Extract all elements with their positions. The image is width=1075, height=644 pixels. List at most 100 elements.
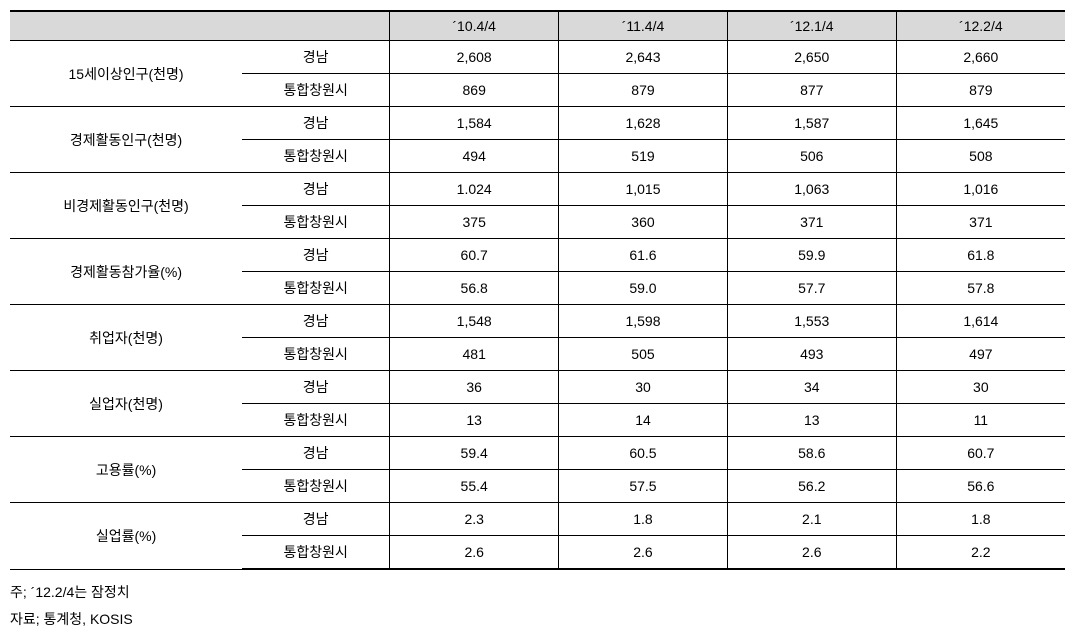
footnote-1: 주; ´12.2/4는 잠정치 <box>10 580 1065 605</box>
value-cell: 1.8 <box>559 503 728 536</box>
value-cell: 494 <box>390 140 559 173</box>
value-cell: 2,608 <box>390 41 559 74</box>
value-cell: 13 <box>390 404 559 437</box>
region-label: 통합창원시 <box>242 470 390 503</box>
value-cell: 2.6 <box>559 536 728 570</box>
value-cell: 56.6 <box>896 470 1065 503</box>
header-period-2: ´11.4/4 <box>559 11 728 41</box>
region-label: 경남 <box>242 305 390 338</box>
value-cell: 506 <box>727 140 896 173</box>
value-cell: 360 <box>559 206 728 239</box>
value-cell: 13 <box>727 404 896 437</box>
value-cell: 1.024 <box>390 173 559 206</box>
value-cell: 34 <box>727 371 896 404</box>
value-cell: 375 <box>390 206 559 239</box>
value-cell: 2.2 <box>896 536 1065 570</box>
indicator-label: 고용률(%) <box>10 437 242 503</box>
table-row: 15세이상인구(천명)경남2,6082,6432,6502,660 <box>10 41 1065 74</box>
value-cell: 1,015 <box>559 173 728 206</box>
value-cell: 1,598 <box>559 305 728 338</box>
value-cell: 58.6 <box>727 437 896 470</box>
indicator-label: 경제활동참가율(%) <box>10 239 242 305</box>
value-cell: 57.5 <box>559 470 728 503</box>
region-label: 통합창원시 <box>242 272 390 305</box>
region-label: 통합창원시 <box>242 404 390 437</box>
header-row: ´10.4/4 ´11.4/4 ´12.1/4 ´12.2/4 <box>10 11 1065 41</box>
value-cell: 11 <box>896 404 1065 437</box>
value-cell: 57.8 <box>896 272 1065 305</box>
value-cell: 59.0 <box>559 272 728 305</box>
table-row: 실업률(%)경남2.31.82.11.8 <box>10 503 1065 536</box>
value-cell: 1,628 <box>559 107 728 140</box>
value-cell: 1.8 <box>896 503 1065 536</box>
table-row: 실업자(천명)경남36303430 <box>10 371 1065 404</box>
indicator-label: 실업자(천명) <box>10 371 242 437</box>
region-label: 경남 <box>242 239 390 272</box>
value-cell: 2,660 <box>896 41 1065 74</box>
value-cell: 508 <box>896 140 1065 173</box>
header-period-3: ´12.1/4 <box>727 11 896 41</box>
region-label: 경남 <box>242 503 390 536</box>
region-label: 경남 <box>242 107 390 140</box>
value-cell: 371 <box>727 206 896 239</box>
region-label: 경남 <box>242 437 390 470</box>
value-cell: 505 <box>559 338 728 371</box>
value-cell: 30 <box>896 371 1065 404</box>
region-label: 경남 <box>242 173 390 206</box>
header-period-4: ´12.2/4 <box>896 11 1065 41</box>
indicator-label: 15세이상인구(천명) <box>10 41 242 107</box>
value-cell: 61.8 <box>896 239 1065 272</box>
region-label: 통합창원시 <box>242 74 390 107</box>
value-cell: 61.6 <box>559 239 728 272</box>
region-label: 경남 <box>242 41 390 74</box>
value-cell: 2,643 <box>559 41 728 74</box>
value-cell: 493 <box>727 338 896 371</box>
value-cell: 497 <box>896 338 1065 371</box>
value-cell: 879 <box>559 74 728 107</box>
value-cell: 2.6 <box>727 536 896 570</box>
region-label: 통합창원시 <box>242 206 390 239</box>
footnote-2: 자료; 통계청, KOSIS <box>10 607 1065 632</box>
header-blank-region <box>242 11 390 41</box>
table-row: 취업자(천명)경남1,5481,5981,5531,614 <box>10 305 1065 338</box>
value-cell: 60.7 <box>390 239 559 272</box>
value-cell: 519 <box>559 140 728 173</box>
indicator-label: 취업자(천명) <box>10 305 242 371</box>
indicator-label: 비경제활동인구(천명) <box>10 173 242 239</box>
indicator-label: 경제활동인구(천명) <box>10 107 242 173</box>
value-cell: 56.8 <box>390 272 559 305</box>
footnotes: 주; ´12.2/4는 잠정치 자료; 통계청, KOSIS <box>10 580 1065 632</box>
value-cell: 59.4 <box>390 437 559 470</box>
table-header: ´10.4/4 ´11.4/4 ´12.1/4 ´12.2/4 <box>10 11 1065 41</box>
value-cell: 56.2 <box>727 470 896 503</box>
statistics-table: ´10.4/4 ´11.4/4 ´12.1/4 ´12.2/4 15세이상인구(… <box>10 10 1065 570</box>
value-cell: 2,650 <box>727 41 896 74</box>
value-cell: 2.3 <box>390 503 559 536</box>
value-cell: 55.4 <box>390 470 559 503</box>
table-row: 비경제활동인구(천명)경남1.0241,0151,0631,016 <box>10 173 1065 206</box>
value-cell: 1,645 <box>896 107 1065 140</box>
value-cell: 371 <box>896 206 1065 239</box>
value-cell: 60.5 <box>559 437 728 470</box>
region-label: 통합창원시 <box>242 338 390 371</box>
region-label: 통합창원시 <box>242 536 390 570</box>
value-cell: 30 <box>559 371 728 404</box>
value-cell: 869 <box>390 74 559 107</box>
value-cell: 1,548 <box>390 305 559 338</box>
table-body: 15세이상인구(천명)경남2,6082,6432,6502,660통합창원시86… <box>10 41 1065 570</box>
value-cell: 1,553 <box>727 305 896 338</box>
value-cell: 14 <box>559 404 728 437</box>
value-cell: 59.9 <box>727 239 896 272</box>
value-cell: 877 <box>727 74 896 107</box>
region-label: 경남 <box>242 371 390 404</box>
table-row: 경제활동인구(천명)경남1,5841,6281,5871,645 <box>10 107 1065 140</box>
value-cell: 1,016 <box>896 173 1065 206</box>
value-cell: 879 <box>896 74 1065 107</box>
header-blank-indicator <box>10 11 242 41</box>
value-cell: 1,587 <box>727 107 896 140</box>
region-label: 통합창원시 <box>242 140 390 173</box>
value-cell: 2.6 <box>390 536 559 570</box>
value-cell: 57.7 <box>727 272 896 305</box>
value-cell: 60.7 <box>896 437 1065 470</box>
value-cell: 1,584 <box>390 107 559 140</box>
